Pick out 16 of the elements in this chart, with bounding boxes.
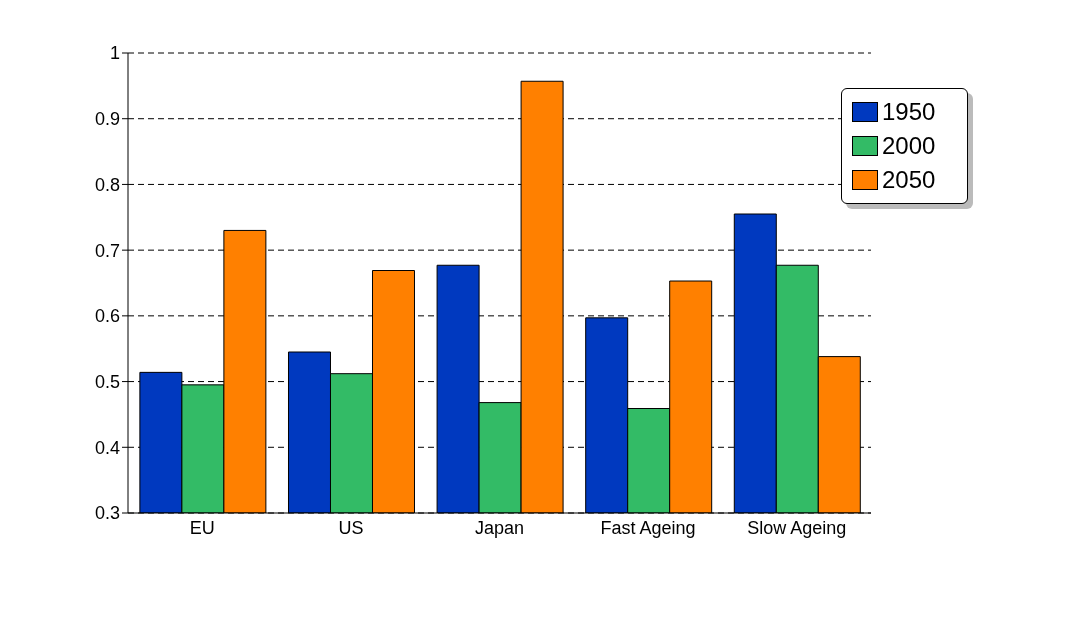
y-tick-label: 0.9 [94, 109, 120, 130]
x-tick-label: Japan [474, 517, 525, 538]
y-tick-label: 0.4 [94, 437, 120, 458]
y-tick-label: 1 [109, 43, 120, 64]
y-tick-label: 0.6 [94, 306, 120, 327]
legend-label: 2050 [881, 165, 937, 195]
legend-label: 2000 [881, 131, 937, 161]
x-tick-label: Fast Ageing [600, 517, 696, 538]
y-tick-label: 0.7 [94, 240, 120, 261]
y-tick-label: 0.5 [94, 371, 120, 392]
legend-label: 1950 [881, 97, 937, 127]
y-tick-label: 0.8 [94, 174, 120, 195]
x-tick-label: EU [189, 517, 215, 538]
x-tick-label: US [338, 517, 364, 538]
x-tick-label: Slow Ageing [747, 517, 847, 538]
y-tick-label: 0.3 [94, 503, 120, 524]
